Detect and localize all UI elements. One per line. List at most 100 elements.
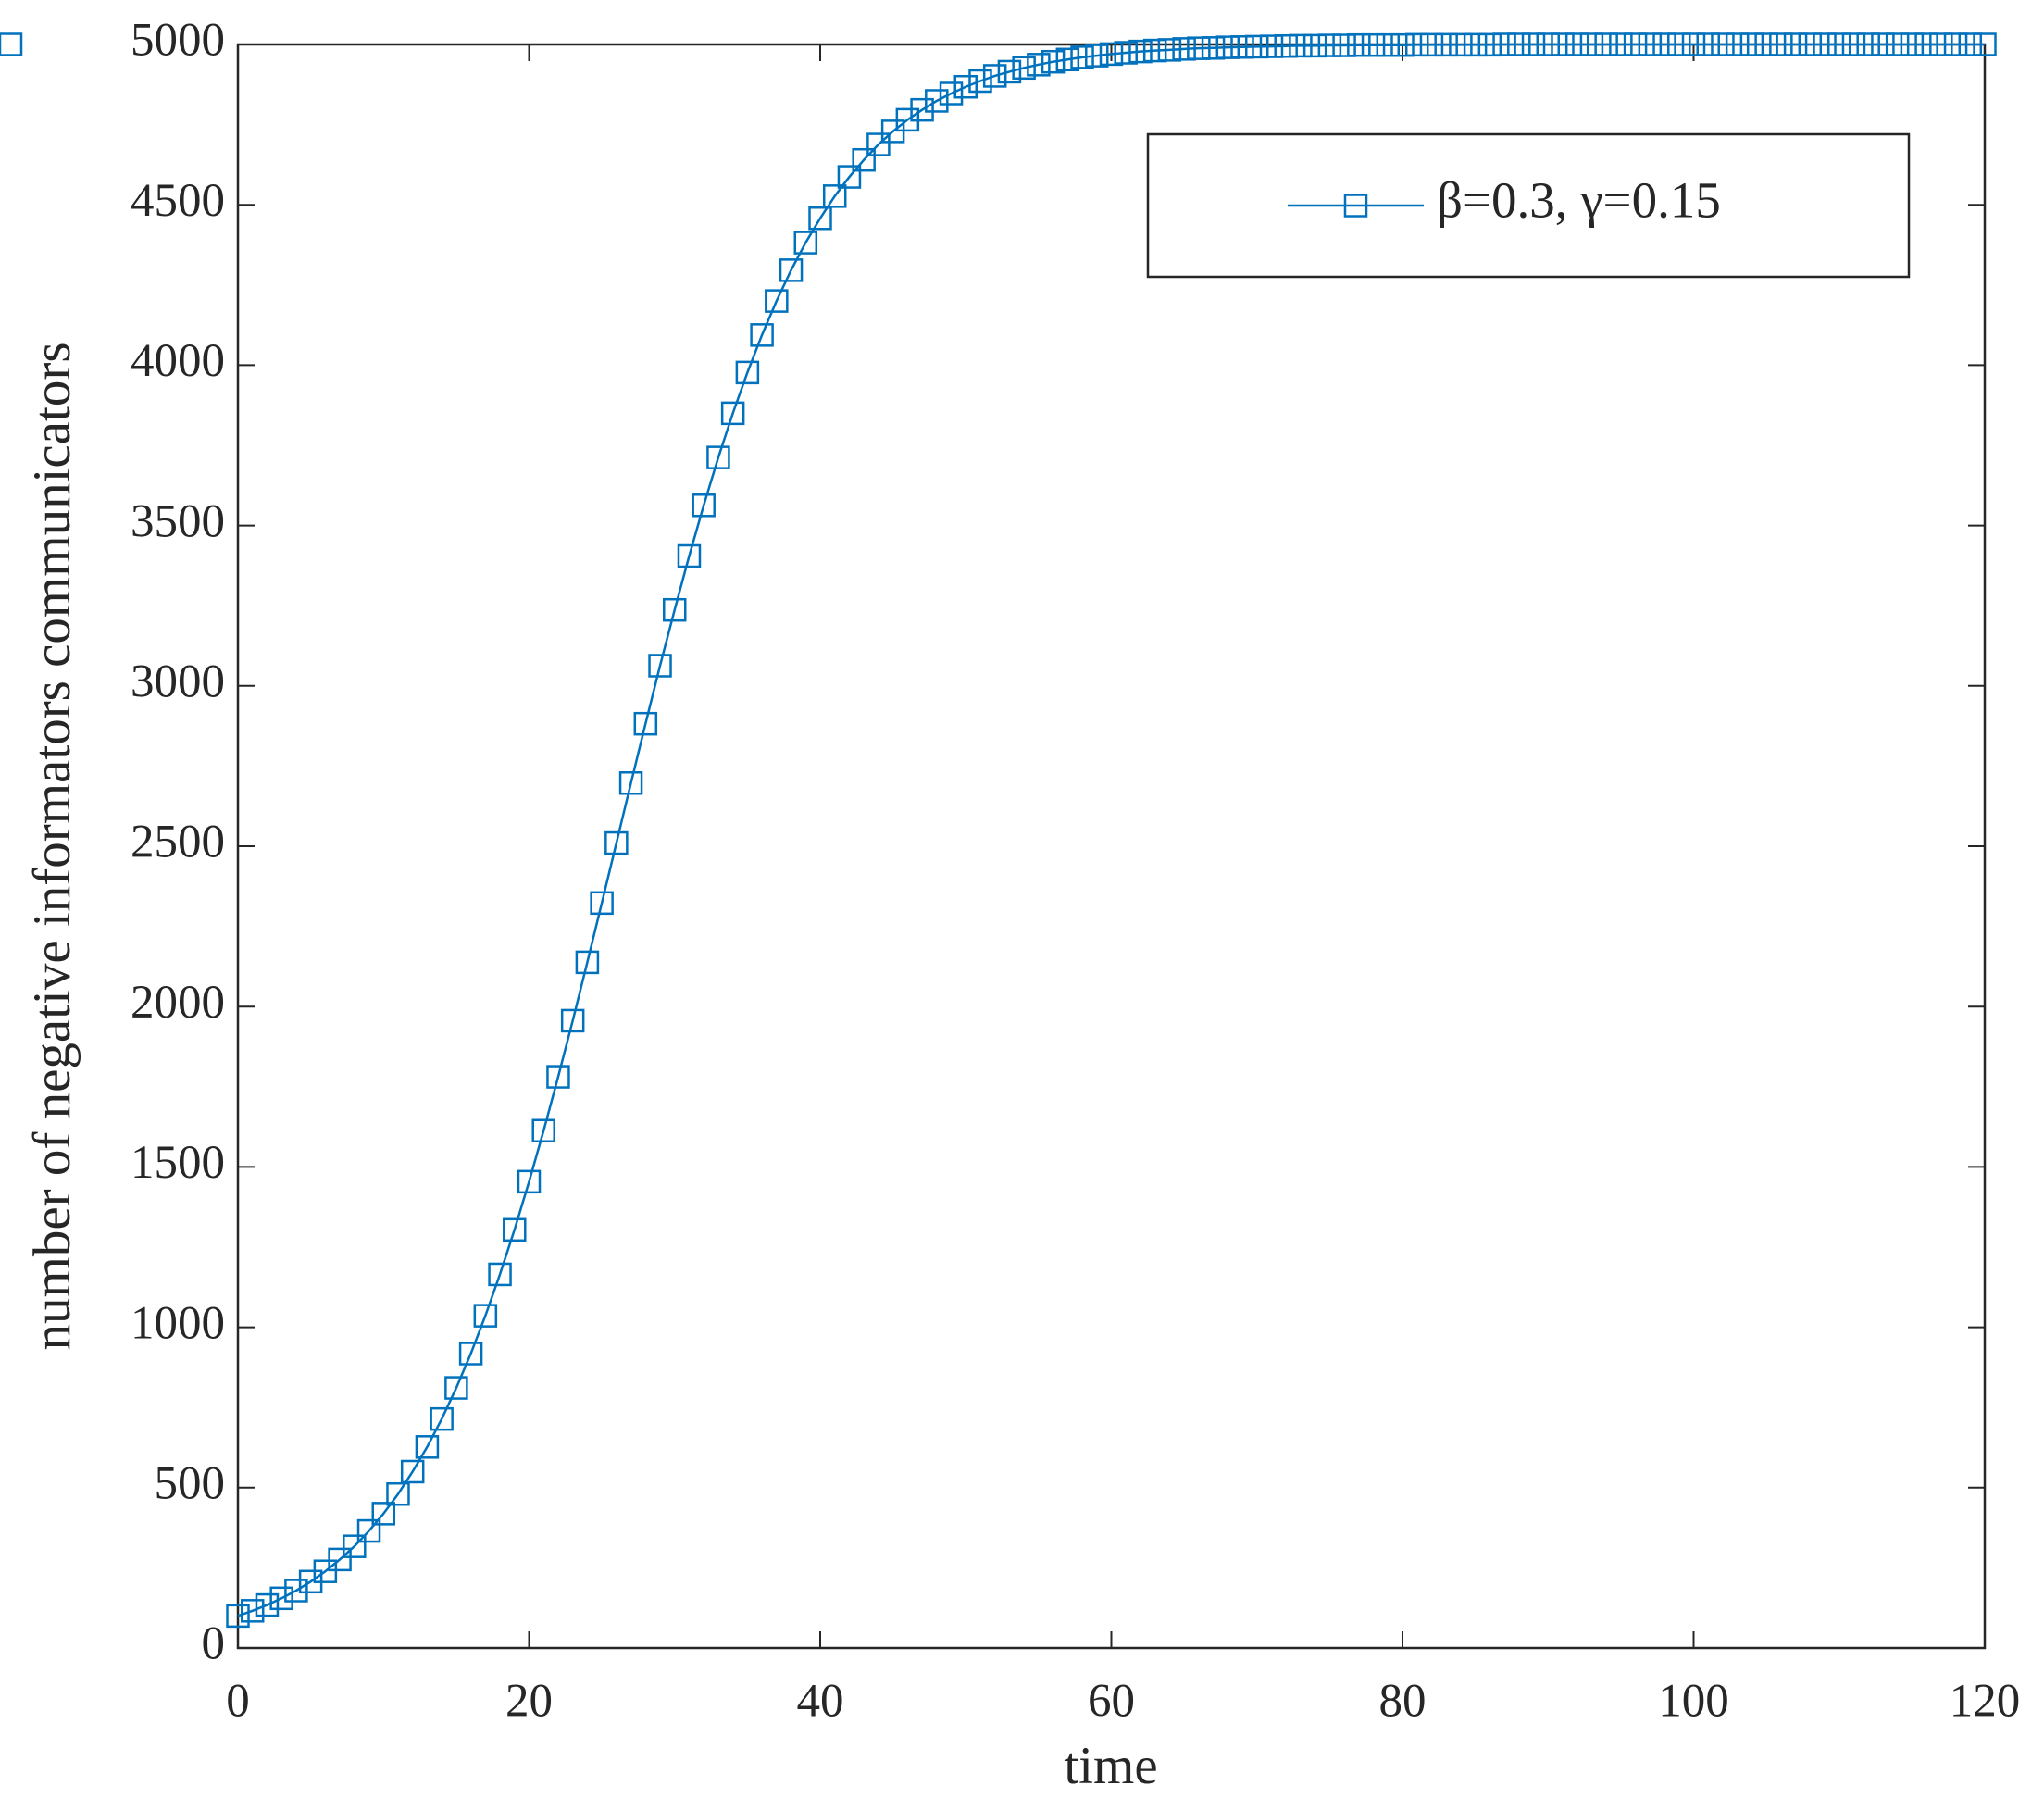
data-marker [706,445,730,469]
data-marker [1681,32,1706,56]
data-marker [1172,37,1196,61]
data-marker [1114,41,1138,65]
legend-marker [1343,194,1368,218]
data-marker [1507,32,1531,56]
data-marker [808,206,832,231]
data-marker [997,59,1022,84]
data-marker [1623,32,1648,56]
data-marker [1798,32,1823,56]
data-marker [1813,32,1837,56]
data-marker [1289,33,1313,58]
data-marker [488,1262,512,1287]
data-marker [779,258,804,282]
data-marker [531,1118,555,1143]
data-marker [1434,32,1458,57]
data-marker [1609,32,1633,56]
y-tick-label: 2000 [131,977,225,1029]
data-marker [1376,32,1401,57]
data-marker [560,1008,585,1033]
x-tick-label: 120 [1950,1676,2021,1728]
data-marker [1215,35,1240,59]
data-marker [837,165,862,189]
x-tick-label: 0 [226,1676,250,1728]
data-marker [1142,38,1167,63]
data-marker [982,64,1007,88]
data-marker [1579,32,1604,56]
data-marker [240,1599,265,1623]
data-marker [1404,32,1429,57]
data-marker [430,1406,454,1431]
data-marker [1187,36,1211,60]
data-marker [328,1547,352,1572]
y-tick-label: 0 [202,1618,226,1670]
data-marker [1929,32,1953,56]
x-tick-label: 80 [1379,1676,1427,1728]
data-marker [1477,32,1502,57]
data-marker [1245,34,1269,59]
y-tick-label: 3000 [131,656,225,708]
data-marker [1317,33,1342,57]
data-marker [269,1586,293,1611]
data-marker [1652,32,1676,56]
y-tick-label: 4500 [131,175,225,227]
data-marker [1055,47,1080,72]
data-marker [953,74,978,99]
data-marker [546,1065,570,1089]
data-marker [1827,32,1851,56]
data-marker [1667,32,1691,56]
data-marker [1856,32,1880,56]
data-marker [939,81,964,106]
y-tick-label: 4000 [131,335,225,387]
data-marker [1492,32,1516,56]
data-marker [1041,49,1066,74]
data-marker [968,69,992,94]
data-marker [1302,33,1327,58]
data-marker [1027,53,1051,77]
data-marker [793,231,818,255]
data-marker [1274,33,1298,58]
data-marker [1638,32,1663,56]
data-marker [400,1459,425,1484]
data-marker [458,1342,483,1366]
data-marker [575,950,600,975]
data-marker [284,1579,308,1603]
data-marker [1521,32,1546,56]
data-marker [590,891,614,916]
data-marker [648,654,672,678]
y-tick-label: 3500 [131,495,225,547]
legend-label: β=0.3, γ=0.15 [1437,172,1721,229]
data-marker [1085,44,1109,68]
x-tick-label: 100 [1658,1676,1729,1728]
data-marker [1157,38,1182,62]
data-marker [692,493,716,518]
data-marker [1099,42,1124,67]
y-tick-label: 500 [155,1458,226,1510]
data-marker [503,1217,527,1242]
data-marker [852,147,876,172]
data-marker [1128,39,1153,64]
data-marker [1725,32,1750,56]
data-marker [1230,35,1254,59]
data-marker [633,711,658,736]
data-marker [386,1481,410,1506]
x-axis-label: time [1064,1737,1157,1795]
data-marker [1419,32,1444,57]
data-marker [1551,32,1575,56]
x-tick-label: 40 [797,1676,844,1728]
data-marker [343,1534,367,1558]
data-marker [255,1592,280,1617]
data-marker [0,32,23,56]
data-marker [1201,36,1226,60]
data-marker [1012,56,1036,81]
data-marker [415,1435,440,1459]
data-marker [910,97,934,122]
data-marker [1536,32,1560,56]
data-marker [1739,32,1764,56]
y-axis-label: number of negative informators communica… [23,342,81,1350]
data-marker [1871,32,1895,56]
data-marker [1769,32,1793,56]
data-marker [1594,32,1618,56]
legend-box [1146,132,1911,279]
data-marker [1332,33,1356,57]
y-tick-label: 2500 [131,817,225,868]
